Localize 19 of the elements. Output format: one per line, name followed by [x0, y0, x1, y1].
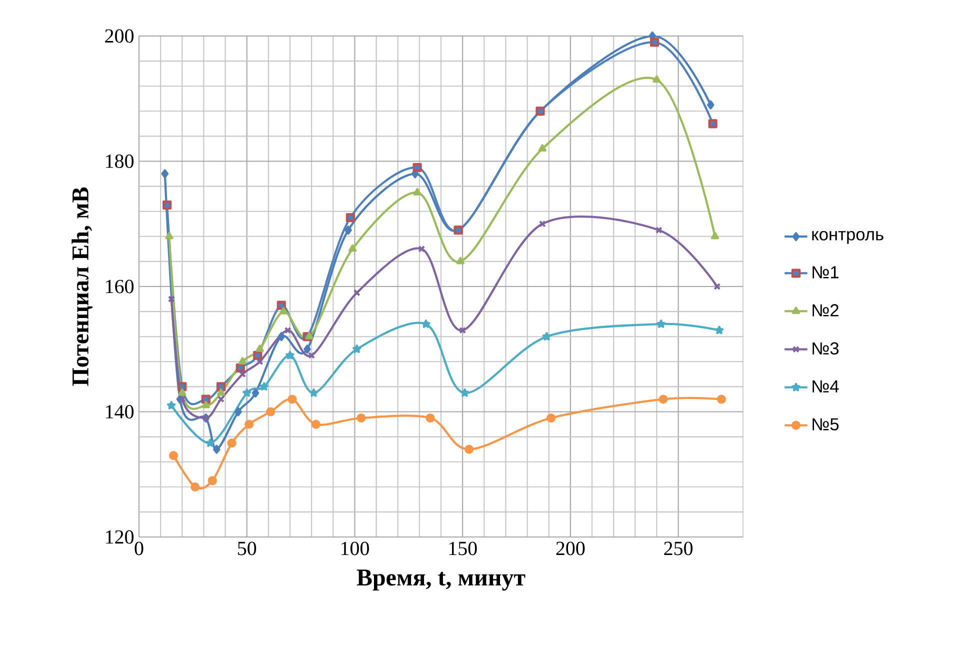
legend-label: №3 [812, 342, 839, 355]
x-tick-label: 50 [238, 542, 256, 556]
y-tick-label: 200 [105, 29, 134, 43]
y-tick-label: 140 [106, 405, 134, 418]
legend-label: №2 [812, 304, 838, 316]
x-tick-label: 250 [664, 542, 693, 556]
legend-label: №4 [812, 380, 839, 392]
y-tick-label: 120 [106, 530, 134, 544]
y-axis-title: Потенциал Eh, мВ [72, 187, 92, 386]
x-axis-title: Время, t, минут [356, 570, 526, 591]
legend-label: контроль [812, 230, 884, 244]
y-tick-label: 160 [106, 280, 134, 294]
x-tick-label: 100 [341, 542, 369, 556]
x-tick-label: 0 [134, 542, 144, 556]
y-tick-label: 180 [106, 154, 134, 168]
legend-label: №1 [812, 266, 838, 278]
x-tick-label: 200 [556, 542, 585, 556]
legend-label: №5 [812, 418, 839, 430]
x-tick-label: 150 [449, 542, 477, 556]
